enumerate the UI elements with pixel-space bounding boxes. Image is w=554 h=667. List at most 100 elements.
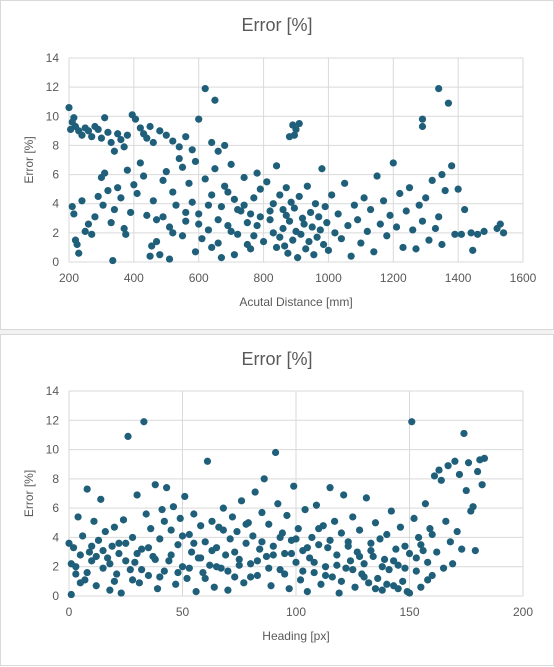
data-point xyxy=(312,501,321,509)
data-point xyxy=(315,541,323,549)
data-point xyxy=(84,220,93,228)
data-point xyxy=(167,526,175,534)
y-tick-label: 14 xyxy=(46,384,60,398)
data-point xyxy=(256,545,264,553)
data-point xyxy=(258,538,266,546)
data-point xyxy=(418,122,427,131)
data-point xyxy=(303,588,311,596)
data-point xyxy=(474,467,482,476)
data-point xyxy=(107,138,115,147)
data-point xyxy=(428,530,436,539)
data-point xyxy=(302,245,310,253)
data-point xyxy=(217,254,226,262)
data-point xyxy=(214,216,222,224)
data-point xyxy=(389,159,397,167)
data-point xyxy=(131,115,140,123)
data-point xyxy=(295,119,303,128)
data-point xyxy=(146,122,154,131)
data-point xyxy=(110,205,118,214)
data-point xyxy=(401,564,409,572)
data-point xyxy=(328,191,336,199)
data-point xyxy=(72,563,80,571)
data-point xyxy=(237,497,246,505)
data-point xyxy=(499,229,508,237)
data-point xyxy=(383,580,391,588)
data-point xyxy=(349,566,357,574)
data-point xyxy=(401,542,409,550)
x-tick-label: 1000 xyxy=(315,271,342,285)
data-point xyxy=(169,503,178,511)
data-point xyxy=(408,418,416,426)
data-point xyxy=(453,527,461,536)
chart-title: Error [%] xyxy=(241,15,313,35)
data-point xyxy=(250,194,258,202)
data-point xyxy=(341,179,349,187)
data-point xyxy=(117,194,125,202)
data-point xyxy=(176,514,184,522)
x-tick-label: 400 xyxy=(124,271,144,285)
data-point xyxy=(152,216,161,224)
x-tick-label: 100 xyxy=(286,605,306,619)
data-point xyxy=(224,221,232,230)
data-point xyxy=(199,568,207,577)
data-point xyxy=(153,585,162,593)
data-point xyxy=(301,506,309,514)
data-point xyxy=(240,173,248,182)
data-point xyxy=(376,535,384,543)
data-point xyxy=(135,579,143,587)
y-tick-label: 6 xyxy=(52,501,59,515)
data-point xyxy=(75,249,83,257)
data-point xyxy=(156,127,164,135)
data-point xyxy=(174,541,182,549)
data-point xyxy=(233,527,241,536)
data-point xyxy=(409,226,417,234)
data-point xyxy=(201,175,209,183)
x-tick-label: 150 xyxy=(399,605,419,619)
data-point xyxy=(133,189,141,198)
data-point xyxy=(149,138,157,147)
chart-title: Error [%] xyxy=(241,349,313,369)
data-point xyxy=(222,551,230,559)
data-point xyxy=(172,580,180,588)
data-point xyxy=(308,223,316,231)
data-point xyxy=(328,573,336,581)
data-point xyxy=(374,574,382,583)
data-point xyxy=(354,216,362,224)
data-point xyxy=(317,580,325,588)
data-point xyxy=(412,567,420,575)
data-point xyxy=(152,238,161,246)
data-point xyxy=(110,147,118,155)
data-point xyxy=(97,134,106,142)
data-point xyxy=(265,520,273,528)
data-point xyxy=(281,570,289,578)
data-point xyxy=(114,130,122,138)
y-tick-label: 0 xyxy=(52,589,59,603)
data-point xyxy=(281,242,289,250)
data-point xyxy=(347,252,355,260)
data-point xyxy=(90,517,98,525)
data-point xyxy=(178,563,187,571)
y-tick-label: 2 xyxy=(52,560,59,574)
data-point xyxy=(242,539,250,547)
data-point xyxy=(147,525,155,533)
x-axis-title: Acutal Distance [mm] xyxy=(239,295,352,309)
data-point xyxy=(253,571,262,580)
data-point xyxy=(421,500,429,508)
data-point xyxy=(355,526,364,534)
data-point xyxy=(181,492,189,501)
data-point xyxy=(104,187,112,195)
data-point xyxy=(457,230,465,238)
data-point xyxy=(480,227,488,235)
data-point xyxy=(292,125,300,133)
data-point xyxy=(321,203,329,211)
data-point xyxy=(462,486,470,495)
data-point xyxy=(84,127,93,135)
data-point xyxy=(250,232,258,240)
y-axis-title: Error [%] xyxy=(22,470,36,517)
data-point xyxy=(438,240,446,249)
x-tick-label: 600 xyxy=(189,271,209,285)
data-point xyxy=(219,504,227,512)
data-point xyxy=(282,184,290,192)
data-point xyxy=(290,131,298,139)
data-point xyxy=(99,547,107,555)
